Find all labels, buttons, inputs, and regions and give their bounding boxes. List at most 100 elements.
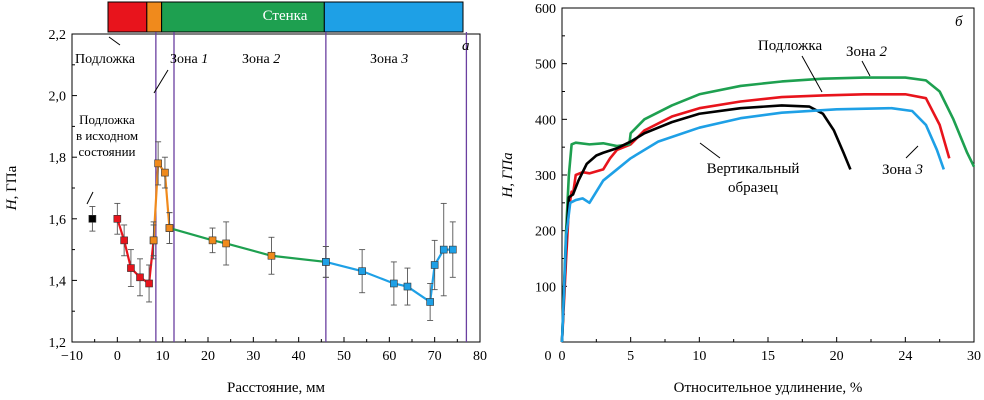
left-data-point-fusion [161, 168, 169, 177]
left-data-point-zone3 [430, 261, 439, 269]
left-series [88, 141, 457, 321]
right-x-tick-label: 30 [967, 349, 981, 364]
right-vertical-label-line2: образец [728, 180, 778, 196]
left-series-line-zone3 [325, 248, 453, 304]
left-x-tick-label: −10 [61, 349, 83, 364]
right-panel-letter: б [955, 14, 963, 30]
right-y-tick-label: 200 [535, 225, 556, 240]
right-y-tick-label: 100 [535, 280, 556, 295]
left-y-tick-label: 1,8 [49, 151, 67, 166]
left-y-tick-label: 1,2 [49, 336, 67, 351]
zone-bar-segment-1 [146, 1, 163, 33]
right-substrate-label: Подложка [758, 38, 823, 54]
left-data-point-zone3 [322, 258, 330, 266]
right-series-line-Вертикальный-образец [560, 104, 852, 343]
right-zone2-label: Зона 2 [846, 44, 887, 60]
left-y-tick-label: 1,6 [49, 213, 67, 228]
right-series [560, 76, 976, 343]
left-x-tick-label: 20 [201, 349, 215, 364]
right-origin-label: 0 [545, 349, 552, 364]
zone-bar-segment-2 [161, 1, 325, 33]
right-substrate-pointer [801, 55, 823, 93]
left-panel-letter: а [462, 38, 470, 54]
left-y-tick-label: 2,0 [49, 90, 67, 105]
left-series-line-substrate [116, 218, 155, 286]
left-data-point-zone3 [439, 245, 448, 254]
zone3-label: Зона 3 [370, 52, 408, 67]
substrate-label: Подложка [75, 52, 136, 67]
left-x-ticks: −10 0 10 20 30 40 50 60 70 80 [61, 337, 487, 364]
left-x-tick-label: 50 [337, 349, 351, 364]
right-series-line-Подложка [560, 92, 951, 343]
left-data-point-fusion [154, 159, 162, 168]
zone-bar [107, 1, 464, 33]
left-x-tick-label: 0 [114, 349, 121, 364]
zone1-pointer [153, 69, 169, 94]
right-panel: 0 5 10 15 20 24 30 100 200 300 400 500 600 0 б Подло… [500, 2, 981, 396]
initial-label-line3: состоянии [79, 144, 136, 159]
left-data-point-zone2 [208, 236, 217, 245]
left-data-point-zone2 [165, 224, 174, 232]
initial-pointer [86, 191, 94, 205]
right-ylabel: Н, ГПа [500, 152, 516, 198]
zone-bar-label: Стенка [263, 8, 308, 24]
right-x-tick-label: 15 [761, 349, 775, 364]
left-plot-frame [71, 33, 481, 343]
right-vertical-label-line1: Вертикальный [707, 161, 800, 177]
right-xlabel: Относительное удлинение, % [674, 380, 863, 396]
left-panel: Стенка −10 0 10 20 30 40 50 60 70 80 1,2 1,4 1,6 1,8… [4, 1, 487, 396]
left-data-point-zone3 [358, 267, 366, 275]
left-data-point-zone3 [448, 245, 457, 254]
left-series-line-fusion [152, 160, 171, 241]
left-x-tick-label: 30 [246, 349, 260, 364]
left-data-point-zone3 [390, 279, 398, 288]
substrate-pointer [108, 36, 121, 46]
left-data-point-zone3 [426, 298, 434, 306]
zone1-label: Зона 1 [170, 52, 208, 67]
left-data-point-zone2 [222, 239, 230, 248]
left-x-tick-label: 60 [382, 349, 396, 364]
left-xlabel: Расстояние, мм [227, 380, 325, 396]
left-y-tick-label: 1,4 [49, 274, 67, 289]
right-y-tick-label: 600 [535, 2, 556, 17]
zone-bar-segment-0 [107, 1, 148, 33]
right-y-tick-label: 300 [535, 169, 556, 184]
left-data-point-fusion [149, 236, 158, 245]
left-series-line-zone2 [169, 226, 326, 264]
right-x-tick-label: 24 [898, 349, 912, 364]
right-x-ticks: 0 5 10 15 20 24 30 [559, 337, 981, 364]
left-x-tick-label: 10 [156, 349, 170, 364]
right-x-tick-label: 0 [559, 349, 566, 364]
right-zone2-pointer [861, 60, 871, 77]
right-x-tick-label: 5 [627, 349, 634, 364]
right-zone3-label: Зона 3 [882, 162, 923, 178]
left-x-tick-label: 40 [292, 349, 306, 364]
left-data-point-substrate [113, 215, 122, 223]
left-data-point-substrate [120, 236, 128, 245]
left-data-point-zone3 [403, 282, 412, 291]
left-data-point-substrate [127, 264, 135, 272]
right-series-line-Зона-3 [560, 106, 946, 343]
zone-bar-segment-3 [323, 1, 464, 33]
right-x-tick-label: 10 [692, 349, 706, 364]
left-x-tick-label: 70 [428, 349, 442, 364]
right-y-tick-label: 500 [535, 58, 556, 73]
left-data-point-initial [88, 215, 97, 223]
zone2-label: Зона 2 [242, 52, 280, 67]
left-y-ticks: 1,2 1,4 1,6 1,8 2,0 2,2 [49, 28, 77, 351]
right-y-tick-label: 400 [535, 113, 556, 128]
left-y-tick-label: 2,2 [49, 28, 67, 43]
right-zone3-pointer [905, 145, 919, 159]
left-data-point-substrate [136, 273, 144, 282]
left-x-tick-label: 80 [473, 349, 487, 364]
left-data-point-zone2 [267, 251, 276, 260]
right-y-ticks: 100 200 300 400 500 600 0 [535, 2, 567, 364]
right-vertical-pointer [699, 142, 721, 159]
left-data-point-substrate [145, 279, 153, 288]
initial-label-line2: в исходном [76, 128, 138, 143]
initial-label-line1: Подложка [79, 112, 135, 127]
right-series-line-Зона-2 [560, 76, 976, 343]
left-ylabel: H, ГПа [4, 165, 20, 211]
right-x-tick-label: 20 [830, 349, 844, 364]
